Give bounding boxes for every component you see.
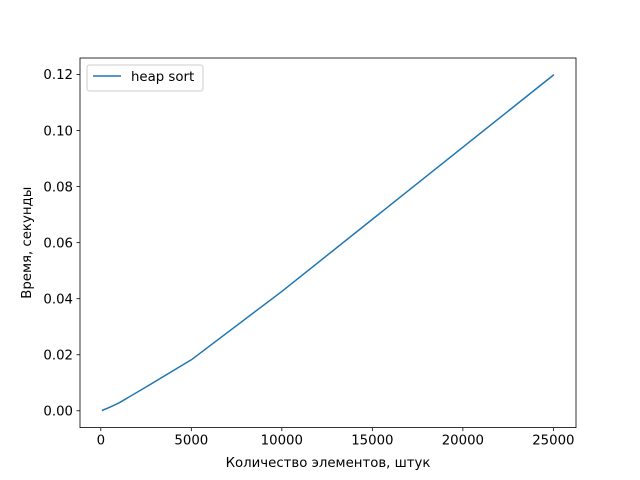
series-line-heap-sort — [101, 74, 555, 412]
y-axis-label: Время, секунды — [20, 187, 35, 299]
y-tick-label: 0.12 — [43, 68, 73, 83]
y-tick-label: 0.02 — [43, 348, 73, 363]
x-axis-label: Количество элементов, штук — [226, 456, 431, 471]
y-tick-label: 0.04 — [43, 292, 73, 307]
legend-label-heap-sort: heap sort — [131, 70, 194, 85]
y-axis-ticks: 0.00 0.02 0.04 0.06 0.08 0.10 0.12 — [43, 68, 80, 419]
legend-box — [86, 64, 204, 92]
x-tick-label: 10000 — [261, 434, 303, 449]
legend: heap sort — [86, 64, 204, 92]
x-tick-label: 0 — [97, 434, 105, 449]
x-tick-label: 25000 — [532, 434, 574, 449]
x-tick-label: 20000 — [442, 434, 484, 449]
series-layer — [101, 74, 555, 412]
x-tick-label: 15000 — [351, 434, 393, 449]
y-tick-label: 0.00 — [43, 404, 73, 419]
y-tick-label: 0.08 — [43, 180, 73, 195]
x-axis-ticks: 0 5000 10000 15000 20000 25000 — [97, 427, 575, 449]
y-tick-label: 0.06 — [43, 236, 73, 251]
x-tick-label: 5000 — [174, 434, 208, 449]
y-tick-label: 0.10 — [43, 124, 73, 139]
